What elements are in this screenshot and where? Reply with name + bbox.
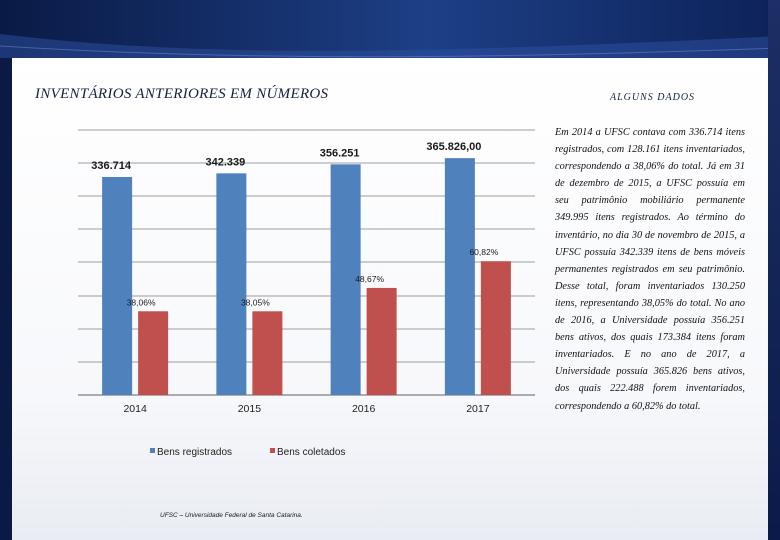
header-decoration: [0, 34, 780, 58]
bar-registrados-2016: [330, 164, 361, 395]
legend-swatch-coletados: [270, 448, 275, 453]
bar-registrados-2017: [444, 158, 475, 395]
bar-registrados-2014: [102, 176, 133, 395]
legend-label-registrados: Bens registrados: [157, 447, 232, 458]
bar-coletados-2014: [138, 311, 169, 395]
data-label-registrados-2017: 365.826,00: [426, 141, 481, 153]
legend-label-coletados: Bens coletados: [277, 447, 345, 458]
data-label-registrados-2015: 342.339: [205, 156, 245, 168]
legend-swatch-registrados: [150, 448, 155, 453]
data-label-registrados-2014: 336.714: [91, 160, 132, 172]
bar-coletados-2016: [366, 287, 397, 395]
data-label-coletados-2016: 48,67%: [355, 274, 384, 284]
data-label-registrados-2016: 356.251: [320, 147, 360, 159]
footer-note: UFSC – Universidade Federal de Santa Cat…: [160, 512, 303, 519]
data-label-coletados-2017: 60,82%: [469, 247, 498, 257]
slide-title: INVENTÁRIOS ANTERIORES EM NÚMEROS: [35, 86, 329, 102]
bar-registrados-2015: [216, 173, 247, 395]
side-heading: ALGUNS DADOS: [610, 92, 696, 103]
data-label-coletados-2014: 38,06%: [127, 297, 156, 307]
x-tick-label: 2015: [238, 403, 262, 415]
slide-right-strip: [768, 0, 780, 540]
bar-coletados-2017: [480, 261, 511, 395]
header-band: [0, 0, 780, 58]
data-label-coletados-2015: 38,05%: [241, 297, 270, 307]
bar-coletados-2015: [252, 311, 283, 395]
x-tick-label: 2014: [123, 403, 147, 415]
x-tick-label: 2016: [352, 403, 376, 415]
x-tick-label: 2017: [466, 403, 490, 415]
side-paragraph: Em 2014 a UFSC contava com 336.714 itens…: [555, 127, 745, 412]
